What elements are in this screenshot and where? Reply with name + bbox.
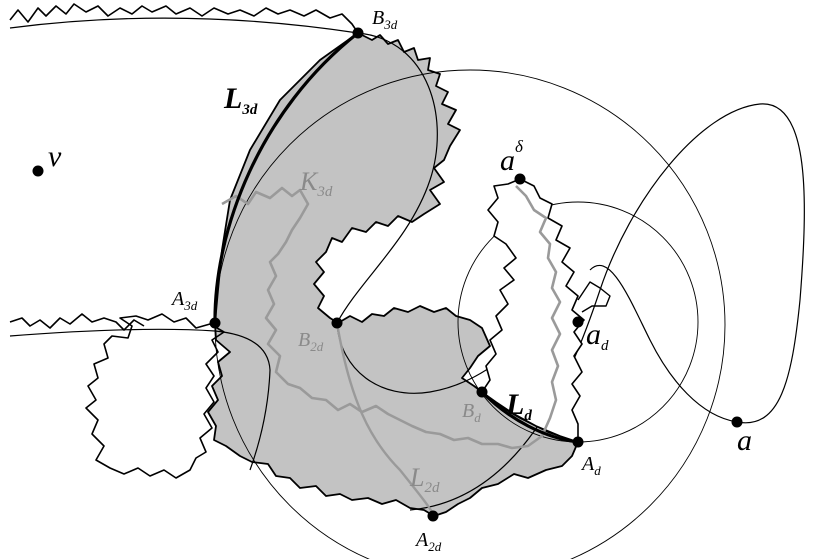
thin-path-b3d-to-b2d (336, 32, 438, 324)
point-a (731, 416, 743, 428)
bold-curve-ld (480, 390, 579, 444)
label-Ad: Ad (580, 453, 601, 478)
point-ad (572, 316, 584, 328)
top-thin-arc (9, 17, 359, 34)
point-a2d (427, 510, 439, 522)
label-k3d: K3d (299, 167, 333, 200)
label-a3d: A3d (170, 288, 198, 313)
label-v: v (48, 140, 62, 173)
middle-thin-line (9, 328, 271, 471)
point-a-delta (514, 173, 526, 185)
inner-white-region (481, 178, 585, 443)
label-b2d: B2d (298, 329, 324, 354)
label-a: a (737, 424, 752, 457)
gray-curve-l2d (335, 322, 436, 517)
label-ad: ad (586, 318, 609, 354)
bold-curve-l3d (213, 31, 359, 324)
small-wiggle-ad (577, 281, 611, 313)
point-b3d (352, 27, 364, 39)
point-Ad (572, 436, 584, 448)
right-loop-curve (409, 103, 805, 511)
label-b3d: B3d (372, 7, 398, 32)
top-boundary-wiggle (9, 3, 359, 34)
label-l2d: L2d (409, 463, 440, 496)
point-bd (476, 386, 488, 398)
label-a-delta: aδ (500, 137, 524, 177)
left-boundary-wiggle (9, 313, 145, 331)
label-ld: Ld (505, 388, 532, 424)
label-bd: Bd (462, 400, 481, 425)
point-a3d (209, 317, 221, 329)
label-l3d: L3d (223, 82, 258, 118)
point-v (32, 165, 44, 177)
gray-path-k3d (221, 185, 562, 450)
left-loop-outline (85, 313, 225, 479)
label-a2d: A2d (414, 529, 442, 554)
point-b2d (331, 317, 343, 329)
